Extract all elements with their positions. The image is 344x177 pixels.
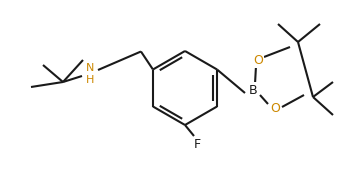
Text: N
H: N H [86,63,94,85]
Text: O: O [270,102,280,116]
Text: F: F [193,138,201,152]
Text: O: O [253,53,263,67]
Text: B: B [249,84,257,96]
